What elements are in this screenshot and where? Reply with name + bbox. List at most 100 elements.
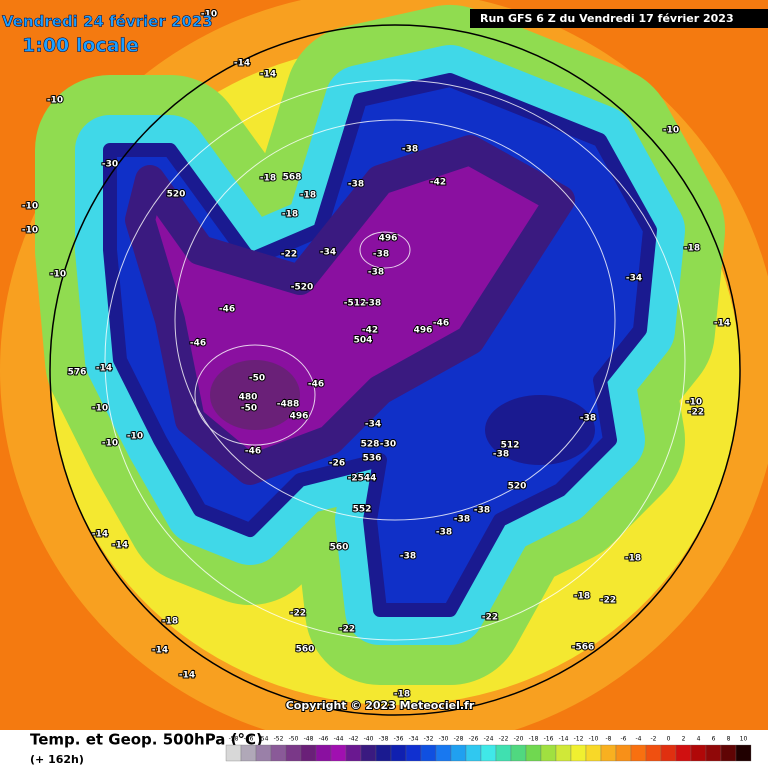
scale-swatch (675, 744, 692, 762)
map-label: -22 (290, 609, 306, 619)
map-label: 480 (239, 393, 258, 403)
scale-label: -44 (334, 736, 344, 743)
map-label: 520 (508, 482, 527, 492)
map-label: 496 (290, 412, 309, 422)
scale-swatch (345, 744, 362, 762)
map-label: -46 (190, 339, 206, 349)
scale-label: 0 (667, 736, 671, 743)
map-label: 536 (363, 454, 382, 464)
scale-swatch (285, 744, 302, 762)
scale-swatch (435, 744, 452, 762)
map-label: -38 (402, 145, 418, 155)
map-label: -30 (102, 160, 118, 170)
scale-swatch (630, 744, 647, 762)
map-label: -42 (430, 178, 446, 188)
map-label: -10 (50, 270, 66, 280)
map-label: -38 (348, 180, 364, 190)
scale-label: -14 (559, 736, 569, 743)
scale-swatch (735, 744, 752, 762)
footer-title: Temp. et Geop. 500hPa (°C) (30, 731, 263, 749)
scale-label: -22 (499, 736, 509, 743)
scale-label: -24 (484, 736, 494, 743)
map-label: -46 (245, 447, 261, 457)
map-label: -14 (152, 646, 168, 656)
color-scale: -58 -56 -54 -52 -50 -48 -46 -44 -42 -40 -38 -36 -34-… (225, 736, 752, 762)
secondary-trough (485, 395, 595, 465)
scale-label: -48 (304, 736, 314, 743)
map-label: -38 (454, 515, 470, 525)
scale-label: -2 (651, 736, 657, 743)
map-label: 560 (296, 645, 315, 655)
scale-label: -42 (349, 736, 359, 743)
map-label: -38 (368, 268, 384, 278)
scale-label: -52 (274, 736, 284, 743)
map-label: -22 (339, 625, 355, 635)
local-time: 1:00 locale (22, 35, 139, 57)
scale-label: -58 (229, 736, 239, 743)
map-label: -18 (260, 174, 276, 184)
map-label: -10 (201, 10, 217, 20)
cold-core (210, 360, 300, 430)
map-label: -18 (625, 554, 641, 564)
scale-swatch (570, 744, 587, 762)
scale-swatch (360, 744, 377, 762)
run-box (470, 9, 768, 28)
scale-label: -28 (454, 736, 464, 743)
map-label: -34 (365, 420, 381, 430)
map-label: -42 (362, 326, 378, 336)
map-label: -46 (219, 305, 235, 315)
map-label: -38 (365, 299, 381, 309)
map-label: -34 (626, 274, 642, 284)
map-label: 576 (68, 368, 87, 378)
scale-label: 2 (682, 736, 686, 743)
map-label: 560 (330, 543, 349, 553)
scale-label: -54 (259, 736, 269, 743)
scale-swatch (375, 744, 392, 762)
forecast-lead: (+ 162h) (30, 753, 84, 766)
map-label: -14 (96, 364, 112, 374)
map-label: -22 (281, 250, 297, 260)
scale-swatch (600, 744, 617, 762)
scale-swatch (555, 744, 572, 762)
scale-swatch (255, 744, 272, 762)
map-label: 520 (167, 190, 186, 200)
map-label: -566 (572, 643, 595, 653)
map-label: -26 (329, 459, 345, 469)
map-label: -10 (102, 439, 118, 449)
scale-label: -36 (394, 736, 404, 743)
map-label: -22 (688, 408, 704, 418)
map-label: -38 (580, 414, 596, 424)
scale-swatch (450, 744, 467, 762)
scale-label: -6 (621, 736, 627, 743)
cold-air-mass (35, 5, 725, 685)
run-info: Run GFS 6 Z du Vendredi 17 février 2023 (480, 12, 734, 25)
scale-label: -20 (514, 736, 524, 743)
scale-swatch (660, 744, 677, 762)
contours (104, 79, 686, 641)
map-label: -38 (493, 450, 509, 460)
map-label: 528 (361, 440, 380, 450)
scale-swatch (510, 744, 527, 762)
scale-swatch (705, 744, 722, 762)
scale-swatch (720, 744, 737, 762)
map-label: -488 (277, 400, 300, 410)
scale-swatch (330, 744, 347, 762)
map-label: -18 (300, 191, 316, 201)
map-label: -38 (400, 552, 416, 562)
scale-swatch (390, 744, 407, 762)
map-label: 496 (414, 326, 433, 336)
scale-swatch (480, 744, 497, 762)
scale-label: -56 (244, 736, 254, 743)
map-label: -50 (249, 374, 265, 384)
map-label: -38 (436, 528, 452, 538)
scale-swatch (405, 744, 422, 762)
map-label: -10 (47, 96, 63, 106)
scale-swatch (585, 744, 602, 762)
scale-label: -8 (606, 736, 612, 743)
scale-label: -4 (636, 736, 642, 743)
scale-label: -40 (364, 736, 374, 743)
scale-swatch (525, 744, 542, 762)
scale-label: -26 (469, 736, 479, 743)
